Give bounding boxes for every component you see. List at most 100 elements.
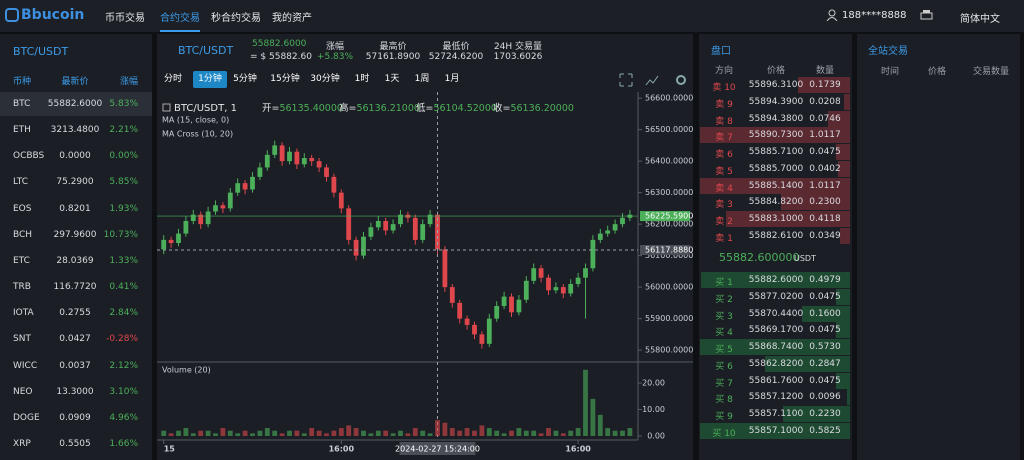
order-quantity: 0.2230 bbox=[809, 409, 841, 419]
trades-panel bbox=[857, 34, 1020, 460]
order-quantity: 0.2847 bbox=[809, 358, 841, 369]
market-row[interactable]: BTC 55882.6000 5.83% bbox=[0, 92, 152, 116]
timeframe-button[interactable]: 1分钟 bbox=[193, 71, 227, 88]
coin-price: 0.0000 bbox=[59, 151, 91, 162]
order-price: 55884.8200 bbox=[748, 197, 804, 208]
market-column: 币种 bbox=[13, 77, 32, 87]
timeframe-button[interactable]: 1月 bbox=[444, 74, 460, 84]
depth-bar-track bbox=[700, 110, 850, 127]
coin-price: 13.3000 bbox=[56, 386, 94, 397]
volume-bar bbox=[346, 425, 352, 436]
market-row[interactable]: EOS 0.8201 1.93% bbox=[0, 197, 152, 221]
order-price: 55857.1000 bbox=[748, 425, 804, 436]
order-quantity: 0.0349 bbox=[809, 230, 841, 241]
timeframe-button[interactable]: 30分钟 bbox=[310, 74, 340, 84]
depth-bar-track bbox=[700, 288, 850, 305]
y-tick-label: 56300.00000 bbox=[645, 188, 693, 197]
market-row[interactable]: SNT 0.0427 -0.28% bbox=[0, 327, 152, 351]
market-row[interactable]: XRP 0.5505 1.66% bbox=[0, 432, 152, 456]
market-row[interactable]: BCH 297.9600 10.73% bbox=[0, 223, 152, 247]
timeframe-button[interactable]: 15分钟 bbox=[270, 74, 300, 84]
stat-label: 涨幅 bbox=[325, 42, 344, 52]
market-row[interactable]: WICC 0.0037 2.12% bbox=[0, 354, 152, 378]
user-phone[interactable]: 188****8888 bbox=[842, 10, 907, 21]
coin-name: BTC bbox=[13, 99, 31, 109]
market-row[interactable]: OCBBS 0.0000 0.00% bbox=[0, 144, 152, 168]
order-price: 55862.8200 bbox=[748, 358, 804, 369]
usd-price: = $ 55882.60 bbox=[250, 52, 312, 62]
candle-body bbox=[612, 224, 618, 231]
nav-item[interactable]: 我的资产 bbox=[272, 13, 312, 24]
y-tick-label: 55900.00000 bbox=[645, 314, 693, 323]
depth-bar-track bbox=[700, 93, 850, 110]
depth-bar bbox=[783, 406, 850, 422]
coin-change: -0.28% bbox=[106, 334, 138, 345]
timeframe-button[interactable]: 1时 bbox=[354, 74, 370, 84]
ohlc-label: 低= bbox=[416, 102, 433, 114]
coin-name: WICC bbox=[13, 360, 38, 371]
candle-body bbox=[190, 214, 196, 221]
candle-body bbox=[479, 334, 485, 344]
nav-item[interactable]: 币币交易 bbox=[105, 13, 145, 24]
coin-price: 0.0909 bbox=[59, 412, 91, 423]
market-row[interactable]: DOGE 0.0909 4.96% bbox=[0, 406, 152, 430]
volume-bar bbox=[597, 414, 603, 436]
market-row[interactable]: NEO 13.3000 3.10% bbox=[0, 380, 152, 404]
x-tick-label: 16:00 bbox=[565, 445, 591, 454]
candle-body bbox=[442, 249, 448, 288]
candle-body bbox=[287, 151, 292, 162]
nav-item[interactable]: 秒合约交易 bbox=[211, 13, 261, 24]
candle-body bbox=[605, 230, 611, 234]
order-quantity: 0.0475 bbox=[809, 291, 841, 302]
ohlc-value: 56136.21000 bbox=[356, 103, 419, 114]
nav-item[interactable]: 合约交易 bbox=[160, 9, 200, 32]
depth-bar bbox=[837, 160, 850, 177]
coin-change: 2.21% bbox=[109, 125, 138, 136]
market-row[interactable]: ETC 28.0369 1.33% bbox=[0, 249, 152, 273]
timeframe-button[interactable]: 5分钟 bbox=[233, 74, 257, 84]
user-icon[interactable] bbox=[826, 9, 838, 21]
order-side: 买 4 bbox=[715, 328, 733, 339]
last-price-tag bbox=[640, 211, 690, 222]
volume-bar bbox=[161, 430, 167, 436]
order-price: 55885.7100 bbox=[748, 147, 804, 157]
candle-body bbox=[257, 167, 263, 177]
depth-bar bbox=[781, 194, 850, 211]
candle-body bbox=[560, 287, 566, 294]
volume-title: Volume (20) bbox=[162, 366, 211, 375]
volume-bar bbox=[235, 433, 241, 436]
volume-bar bbox=[183, 428, 189, 436]
candle-body bbox=[383, 220, 389, 231]
trades-column: 价格 bbox=[927, 67, 946, 77]
print-icon[interactable] bbox=[920, 9, 933, 21]
market-row[interactable]: LTC 75.2900 5.85% bbox=[0, 170, 152, 194]
market-row[interactable]: TRB 116.7720 0.41% bbox=[0, 275, 152, 299]
last-price: 55882.6000 bbox=[252, 39, 307, 49]
volume-bar bbox=[220, 428, 226, 436]
candle-body bbox=[375, 220, 381, 228]
crosshair-time-label: 2024-02-27 15:24:00 bbox=[395, 445, 480, 454]
coin-change: 0.00% bbox=[109, 151, 138, 162]
order-price: 55861.7600 bbox=[748, 375, 804, 386]
depth-bar-track bbox=[700, 211, 850, 227]
candle-body bbox=[523, 280, 529, 300]
selected-row bbox=[0, 92, 152, 116]
order-quantity: 0.4979 bbox=[809, 275, 841, 285]
candle-body bbox=[168, 239, 174, 244]
ohlc-value: 56136.20000 bbox=[510, 103, 573, 114]
language[interactable]: 简体中文 bbox=[960, 14, 1000, 25]
volume-bar bbox=[412, 428, 418, 436]
volume-tick-label: 20.00 bbox=[642, 379, 665, 388]
depth-bar bbox=[847, 389, 850, 406]
timeframe-button[interactable]: 1周 bbox=[414, 74, 430, 84]
market-row[interactable]: IOTA 0.2755 2.84% bbox=[0, 301, 152, 325]
timeframe-button[interactable]: 1天 bbox=[384, 74, 400, 84]
coin-name: XRP bbox=[13, 438, 31, 449]
volume-bar bbox=[435, 420, 440, 436]
timeframe-button[interactable]: 分时 bbox=[163, 74, 182, 84]
chart-tools[interactable] bbox=[619, 73, 691, 87]
market-row[interactable]: ETH 3213.4800 2.21% bbox=[0, 118, 152, 142]
coin-name: NEO bbox=[13, 386, 33, 397]
volume-bar bbox=[361, 430, 366, 436]
volume-bar bbox=[205, 430, 211, 436]
